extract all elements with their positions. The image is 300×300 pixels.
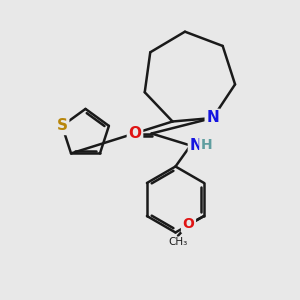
- Text: H: H: [200, 138, 212, 152]
- Text: N: N: [206, 110, 219, 125]
- Text: S: S: [57, 118, 68, 134]
- Text: CH₃: CH₃: [168, 237, 188, 248]
- Text: N: N: [190, 138, 202, 153]
- Text: O: O: [182, 218, 194, 231]
- Text: O: O: [128, 126, 142, 141]
